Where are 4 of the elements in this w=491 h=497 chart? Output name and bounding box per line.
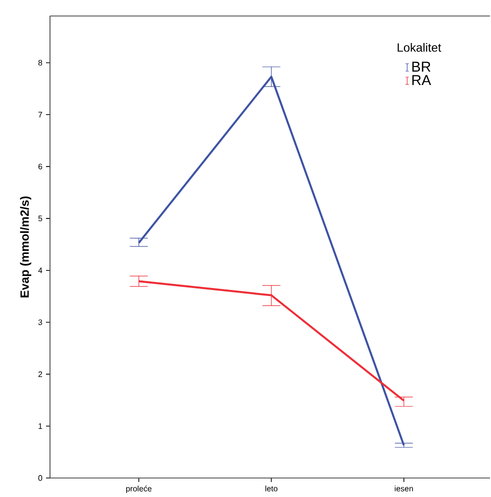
legend-label: BR: [412, 62, 430, 72]
legend-title: Lokalitet: [398, 42, 442, 52]
y-axis-title: Evap (mmol/m2/s): [20, 196, 32, 298]
legend-label: RA: [412, 75, 432, 85]
